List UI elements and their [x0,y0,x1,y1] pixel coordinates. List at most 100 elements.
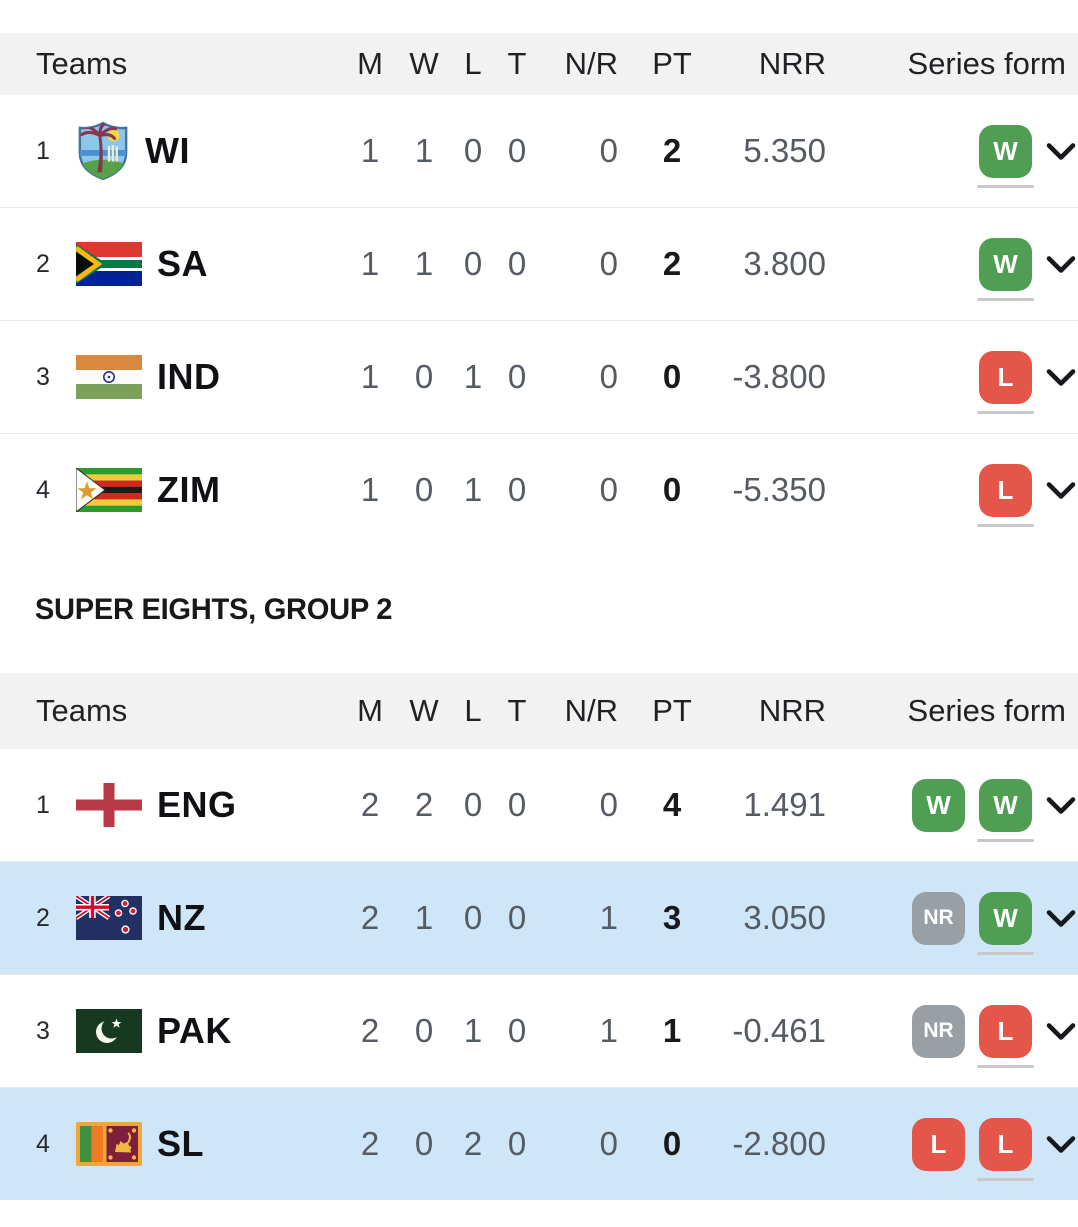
rank: 3 [36,1016,50,1045]
nrr-value: -2.800 [732,1125,826,1162]
ties-value: 0 [507,245,527,282]
team-cell[interactable]: IND [76,355,343,399]
column-header-points: PT [652,46,692,81]
wins-value: 0 [414,471,434,508]
column-header-ties: T [507,693,527,728]
team-cell[interactable]: NZ [76,896,343,940]
team-name: SL [157,1123,205,1164]
chevron-down-icon[interactable] [1046,1022,1076,1041]
team-name: NZ [157,897,206,938]
chevron-down-icon[interactable] [1046,909,1076,928]
form-badge-l: L [977,1004,1034,1068]
losses-value: 1 [463,1012,483,1049]
flag-ind-icon [76,355,142,399]
column-header-wins: W [409,693,439,728]
series-form-cell: W [838,237,1078,301]
team-cell[interactable]: SL [76,1122,343,1166]
column-header-points: PT [652,693,692,728]
team-cell[interactable]: ZIM [76,468,343,512]
column-header-teams: Teams [36,693,128,728]
series-form-cell: W [838,124,1078,188]
wins-value: 1 [414,899,434,936]
chevron-down-icon[interactable] [1046,255,1076,274]
chevron-down-icon[interactable] [1046,796,1076,815]
no-result-value: 0 [599,1125,618,1162]
flag-sl-icon [76,1122,142,1166]
group-table-2: Teams M W L T N/R PT NRR Series form 1 E… [0,673,1078,1200]
chevron-down-icon[interactable] [1046,368,1076,387]
column-header-series-form: Series form [907,46,1066,81]
chevron-down-icon[interactable] [1046,142,1076,161]
points-value: 1 [662,1012,682,1049]
nrr-value: 3.800 [743,245,826,282]
table-1-body: 1 WI 1 1 0 0 0 2 5.350 W 2 SA 1 1 0 0 0 … [0,95,1078,546]
nrr-value: 3.050 [743,899,826,936]
nrr-value: -3.800 [732,358,826,395]
form-badge-w: W [977,124,1034,188]
no-result-value: 0 [599,786,618,823]
matches-value: 2 [360,899,380,936]
form-badge-nr: NR [912,1004,965,1058]
team-name: PAK [157,1010,232,1051]
ties-value: 0 [507,471,527,508]
nrr-value: 5.350 [743,132,826,169]
flag-pak-icon [76,1009,142,1053]
form-badge-l: L [977,463,1034,527]
flag-sa-icon [76,242,142,286]
no-result-value: 1 [599,899,618,936]
team-cell[interactable]: ENG [76,783,343,827]
column-header-nrr: NRR [758,693,826,728]
losses-value: 1 [463,471,483,508]
matches-value: 1 [360,471,380,508]
ties-value: 0 [507,1125,527,1162]
matches-value: 2 [360,1012,380,1049]
points-value: 2 [662,245,682,282]
points-value: 0 [662,471,682,508]
team-cell[interactable]: PAK [76,1009,343,1053]
column-header-no-result: N/R [564,46,618,81]
form-badge-w: W [977,237,1034,301]
rank: 4 [36,475,50,504]
flag-nz-icon [76,896,142,940]
flag-zim-icon [76,468,142,512]
losses-value: 2 [463,1125,483,1162]
nrr-value: -5.350 [732,471,826,508]
losses-value: 0 [463,132,483,169]
table-row-zim: 4 ZIM 1 0 1 0 0 0 -5.350 L [0,433,1078,546]
ties-value: 0 [507,132,527,169]
column-header-series-form: Series form [907,693,1066,728]
form-badge-l: L [977,1117,1034,1181]
matches-value: 2 [360,786,380,823]
rank: 2 [36,249,50,278]
team-name: ZIM [157,469,221,510]
series-form-cell: NR W [838,891,1078,955]
chevron-down-icon[interactable] [1046,481,1076,500]
matches-value: 1 [360,132,380,169]
points-value: 2 [662,132,682,169]
column-header-teams: Teams [36,46,128,81]
column-header-no-result: N/R [564,693,618,728]
chevron-down-icon[interactable] [1046,1135,1076,1154]
ties-value: 0 [507,358,527,395]
table-row-nz: 2 NZ 2 1 0 0 1 3 3.050 NR W [0,861,1078,974]
team-cell[interactable]: WI [76,120,343,182]
wins-value: 2 [414,786,434,823]
table-row-ind: 3 IND 1 0 1 0 0 0 -3.800 L [0,320,1078,433]
column-header-losses: L [464,693,482,728]
team-cell[interactable]: SA [76,242,343,286]
column-header-matches: M [357,46,383,81]
column-header-nrr: NRR [758,46,826,81]
losses-value: 1 [463,358,483,395]
matches-value: 1 [360,245,380,282]
form-badge-w: W [977,891,1034,955]
team-name: ENG [157,784,237,825]
form-badge-l: L [912,1117,965,1171]
ties-value: 0 [507,1012,527,1049]
losses-value: 0 [463,899,483,936]
no-result-value: 0 [599,358,618,395]
